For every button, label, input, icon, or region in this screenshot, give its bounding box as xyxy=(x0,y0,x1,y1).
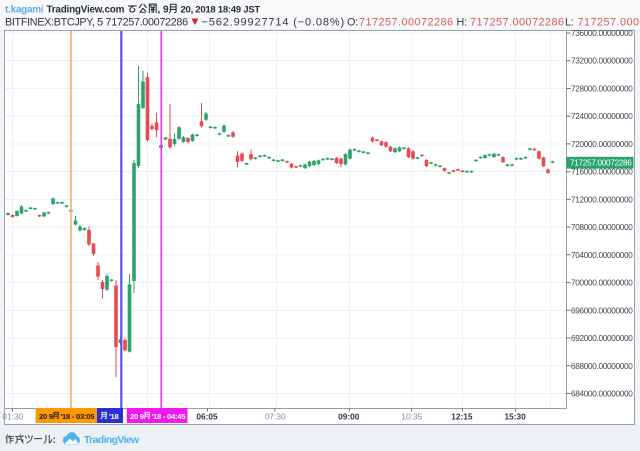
svg-text:9: 9 xyxy=(163,5,169,16)
svg-text:−562.99927714 (−0.08%): −562.99927714 (−0.08%) xyxy=(202,17,345,29)
svg-text:,: , xyxy=(158,5,161,16)
svg-text:716000.00000000: 716000.00000000 xyxy=(571,168,633,177)
svg-text:717257.00072286: 717257.00072286 xyxy=(570,159,632,168)
svg-text::: : xyxy=(53,434,57,446)
svg-text:728000.00000000: 728000.00000000 xyxy=(571,85,633,94)
svg-text:700000.00000000: 700000.00000000 xyxy=(571,279,633,288)
svg-text:712000.00000000: 712000.00000000 xyxy=(571,195,633,204)
svg-text:724000.00000000: 724000.00000000 xyxy=(571,112,633,121)
svg-text:L:: L: xyxy=(565,17,574,29)
svg-text:O:: O: xyxy=(347,17,358,29)
svg-text:696000.00000000: 696000.00000000 xyxy=(571,306,633,315)
svg-text:t.kagami: t.kagami xyxy=(5,5,44,16)
svg-text:TradingView.com: TradingView.com xyxy=(47,5,125,16)
svg-text:15:30: 15:30 xyxy=(504,412,526,422)
svg-text:10:35: 10:35 xyxy=(401,412,422,422)
svg-text:20 9: 20 9 xyxy=(130,412,144,421)
svg-text:'18 - 03:05: '18 - 03:05 xyxy=(61,412,96,421)
svg-text:708000.00000000: 708000.00000000 xyxy=(571,223,633,232)
svg-text:20 9: 20 9 xyxy=(39,412,53,421)
svg-text:717257.00072286: 717257.00072286 xyxy=(359,17,454,29)
svg-text:H:: H: xyxy=(457,17,468,29)
svg-text:12:15: 12:15 xyxy=(451,412,473,422)
svg-text:732000.00000000: 732000.00000000 xyxy=(571,57,633,66)
svg-text:736000.00000000: 736000.00000000 xyxy=(571,29,633,38)
svg-text:07:30: 07:30 xyxy=(265,412,286,422)
svg-text:720000.00000000: 720000.00000000 xyxy=(571,140,633,149)
svg-text:'18: '18 xyxy=(109,412,119,421)
svg-text:717257.00072286: 717257.00072286 xyxy=(578,17,640,29)
svg-text:06:05: 06:05 xyxy=(196,412,218,422)
svg-text:20, 2018 18:49 JST: 20, 2018 18:49 JST xyxy=(181,5,261,16)
svg-text:684000.00000000: 684000.00000000 xyxy=(571,390,633,399)
svg-text:688000.00000000: 688000.00000000 xyxy=(571,362,633,371)
svg-text:'18 - 04:45: '18 - 04:45 xyxy=(152,412,187,421)
svg-text:09:00: 09:00 xyxy=(338,412,360,422)
svg-text:01:30: 01:30 xyxy=(2,412,23,422)
svg-text:717257.00072286: 717257.00072286 xyxy=(470,17,565,29)
svg-text:BITFINEX:BTCJPY, 5 717257.0007: BITFINEX:BTCJPY, 5 717257.00072286 xyxy=(5,17,188,29)
svg-text:TradingView: TradingView xyxy=(84,434,140,446)
svg-text:692000.00000000: 692000.00000000 xyxy=(571,334,633,343)
svg-text:704000.00000000: 704000.00000000 xyxy=(571,251,633,260)
